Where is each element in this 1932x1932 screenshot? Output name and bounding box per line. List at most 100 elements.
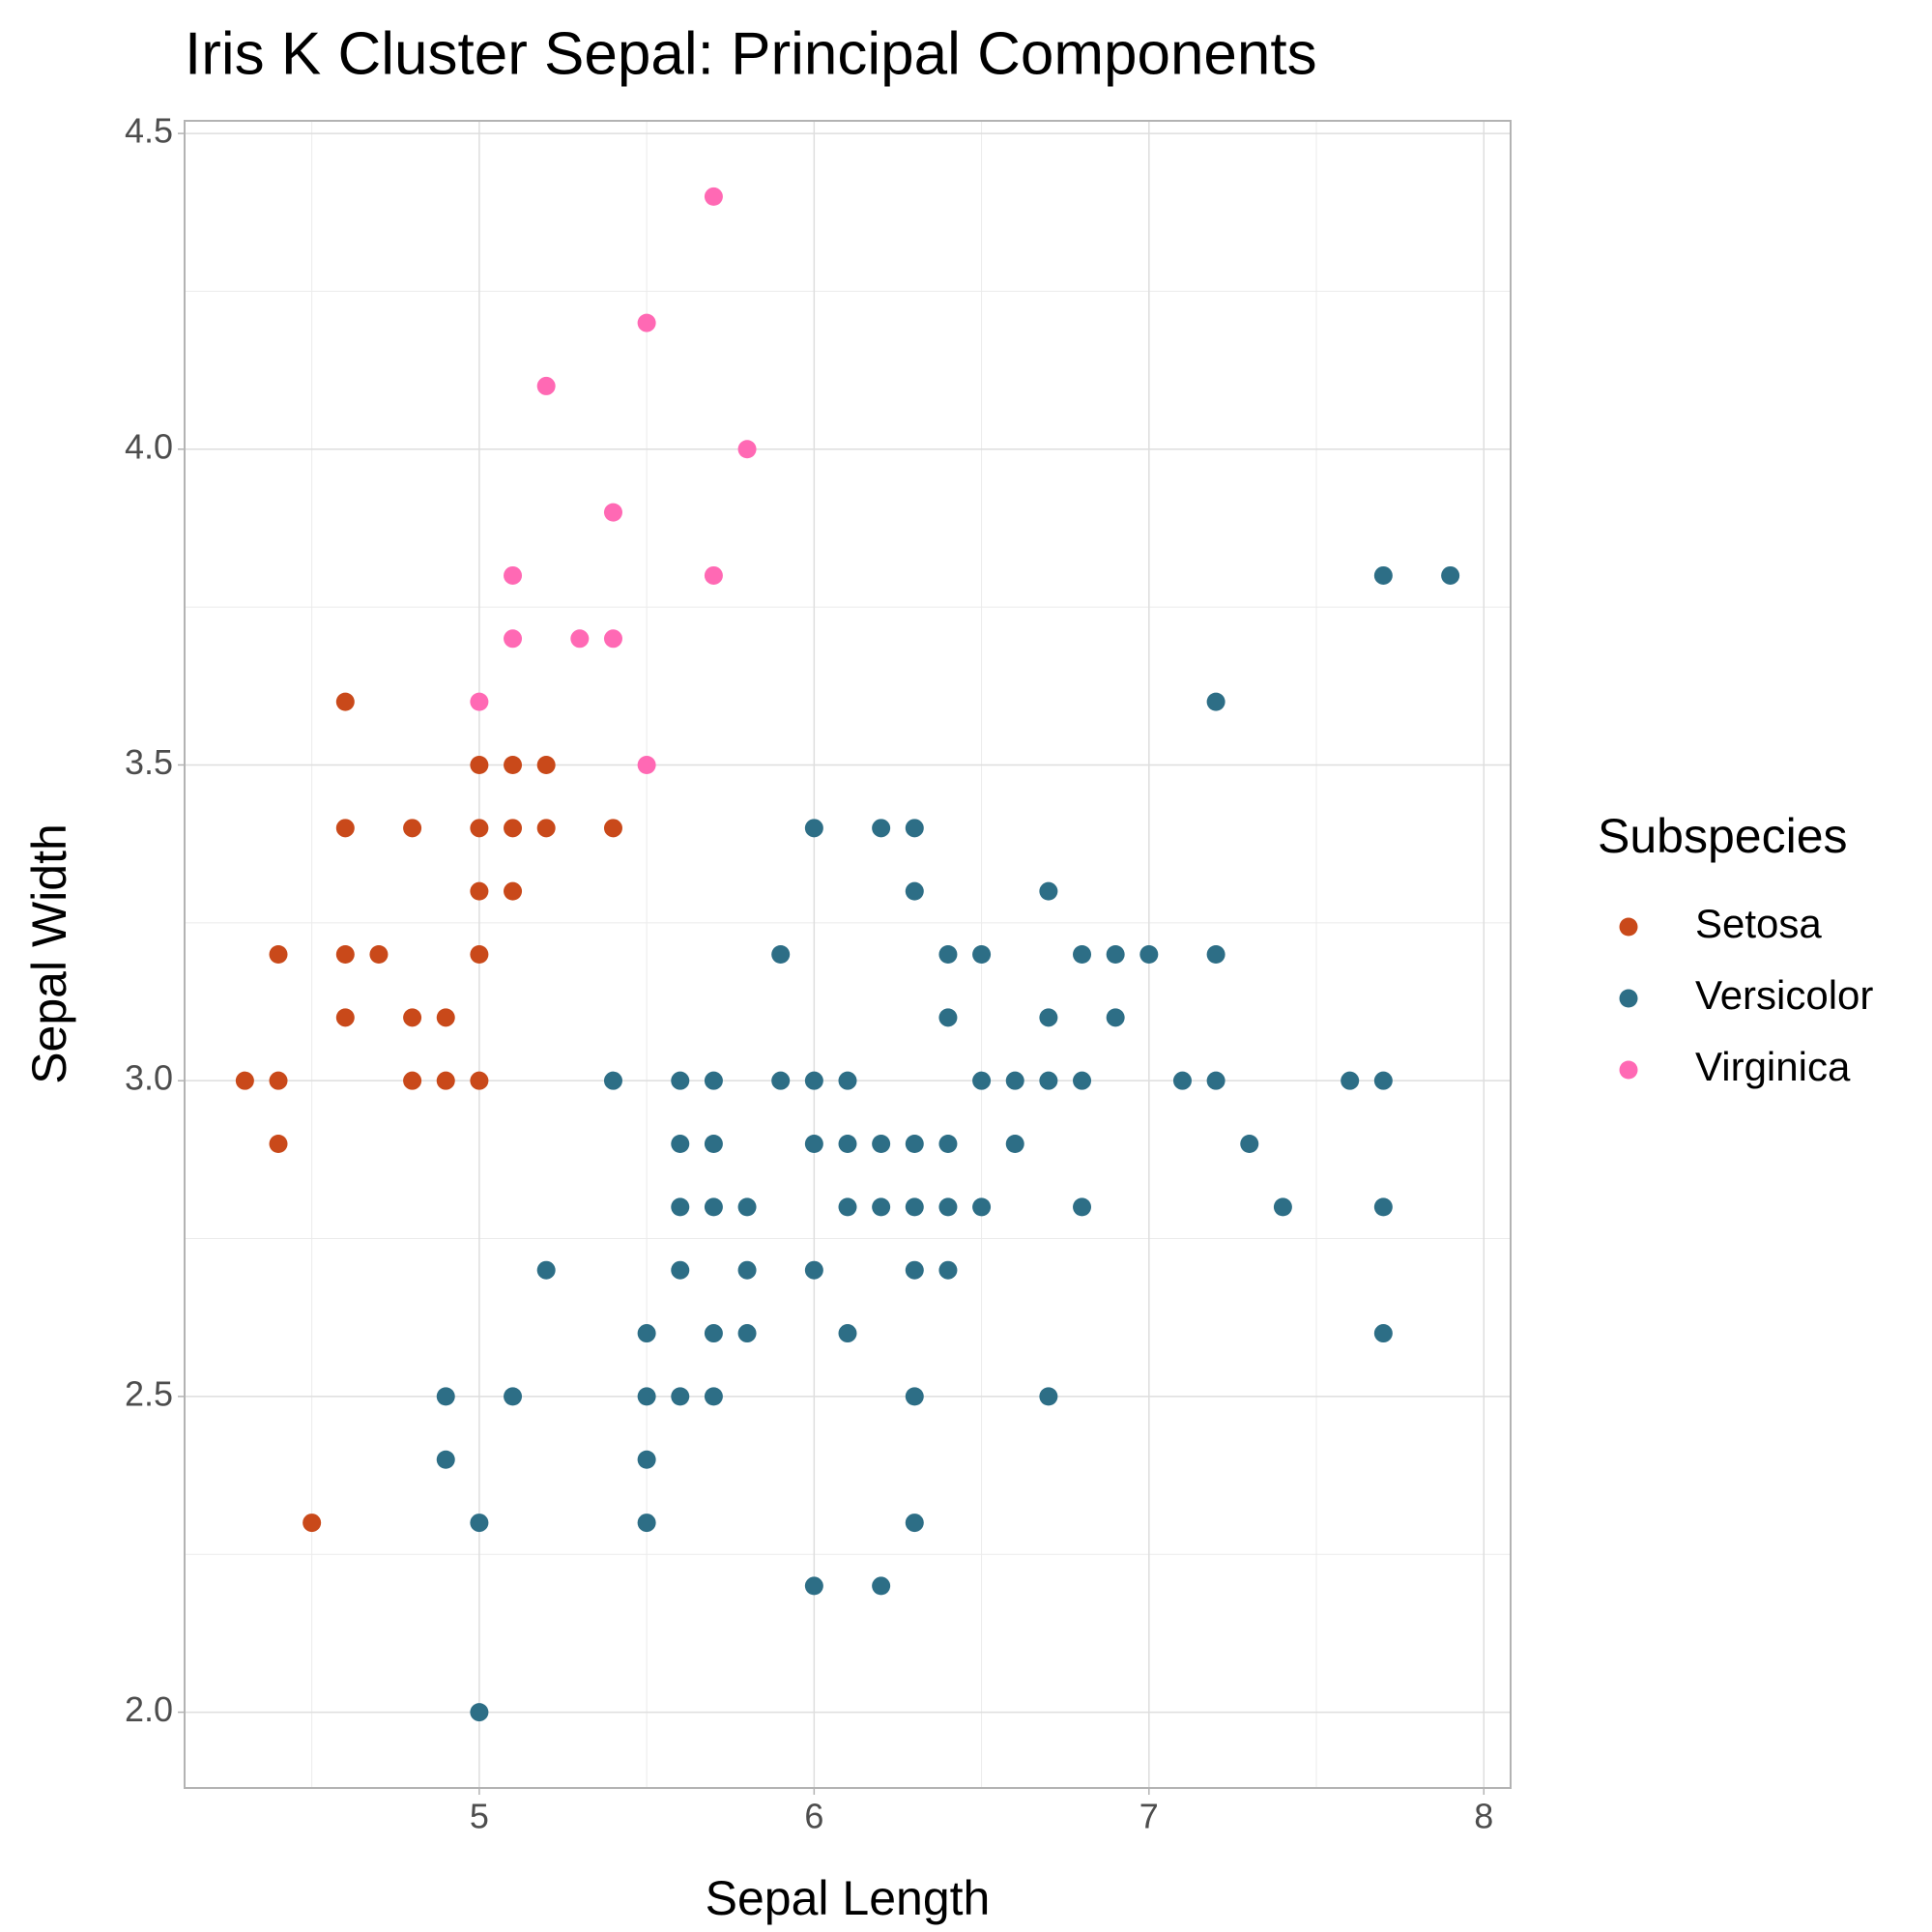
point [269,1135,288,1154]
point [470,1514,489,1533]
point [470,881,489,901]
point [470,692,489,711]
point [637,1450,656,1469]
point [1139,945,1159,964]
point [504,819,523,838]
point [905,1387,924,1406]
point [1039,1071,1058,1090]
y-tick-label: 4.0 [125,426,173,466]
point [536,755,556,774]
point [1073,1071,1092,1090]
x-tick-label: 6 [804,1797,823,1836]
chart-title: Iris K Cluster Sepal: Principal Componen… [185,20,1317,87]
point [603,819,622,838]
point [369,945,389,964]
point [536,1260,556,1280]
point [436,1008,455,1027]
point [335,945,355,964]
point [536,376,556,395]
point [737,1197,757,1217]
point [804,1135,823,1154]
point [1441,565,1460,585]
point [704,1197,723,1217]
point [737,440,757,459]
point [905,1135,924,1154]
point [872,1135,891,1154]
point [1039,881,1058,901]
point [838,1071,857,1090]
point [1039,1387,1058,1406]
series [470,187,757,774]
point [704,187,723,206]
point [1373,1071,1393,1090]
point [1341,1071,1360,1090]
legend-marker [1619,1060,1638,1080]
point [938,945,958,964]
point [872,1576,891,1596]
y-tick-label: 3.0 [125,1058,173,1098]
point [1005,1071,1024,1090]
point [1206,945,1226,964]
point [1005,1135,1024,1154]
point [1106,945,1125,964]
point [1206,692,1226,711]
point [704,565,723,585]
point [804,1071,823,1090]
point [972,1197,992,1217]
point [235,1071,254,1090]
legend-label: Setosa [1695,901,1822,946]
point [704,1387,723,1406]
point [570,629,590,649]
y-tick-label: 3.5 [125,742,173,782]
legend-label: Versicolor [1695,972,1873,1018]
point [269,1071,288,1090]
point [1273,1197,1292,1217]
point [436,1071,455,1090]
series [235,692,622,1533]
legend-marker [1619,989,1638,1008]
point [470,755,489,774]
point [704,1324,723,1343]
point [1373,1197,1393,1217]
point [1073,945,1092,964]
point [972,1071,992,1090]
point [335,692,355,711]
point [905,1514,924,1533]
point [804,1260,823,1280]
point [771,1071,791,1090]
point [737,1324,757,1343]
point [905,881,924,901]
panel-border [184,120,1512,1789]
point [905,1197,924,1217]
point [737,1260,757,1280]
point [671,1260,690,1280]
point [637,1387,656,1406]
point [1073,1197,1092,1217]
point [1106,1008,1125,1027]
x-tick-label: 5 [470,1797,489,1836]
point [504,1387,523,1406]
point [671,1135,690,1154]
point [938,1008,958,1027]
point [1039,1008,1058,1027]
point [704,1071,723,1090]
point [838,1135,857,1154]
point [470,945,489,964]
point [771,945,791,964]
grid [185,121,1511,1788]
point [938,1197,958,1217]
point [671,1387,690,1406]
point [938,1135,958,1154]
point [838,1197,857,1217]
point [637,1324,656,1343]
y-tick-label: 4.5 [125,111,173,151]
point [1172,1071,1192,1090]
point [470,819,489,838]
point [1373,565,1393,585]
point [637,1514,656,1533]
point [335,819,355,838]
legend-label: Virginica [1695,1044,1851,1089]
y-tick-label: 2.0 [125,1689,173,1729]
point [1240,1135,1259,1154]
